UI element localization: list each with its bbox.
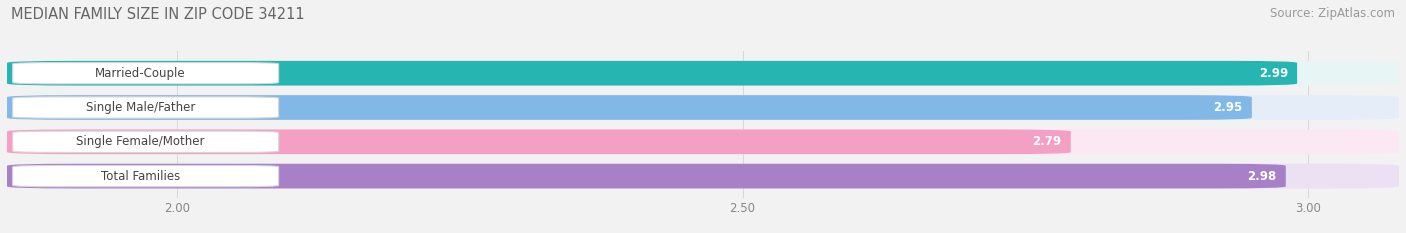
Text: Single Female/Mother: Single Female/Mother — [76, 135, 205, 148]
FancyBboxPatch shape — [7, 95, 1399, 120]
FancyBboxPatch shape — [7, 61, 1298, 86]
Text: Total Families: Total Families — [101, 170, 180, 183]
FancyBboxPatch shape — [13, 165, 278, 187]
FancyBboxPatch shape — [7, 164, 1399, 188]
Text: MEDIAN FAMILY SIZE IN ZIP CODE 34211: MEDIAN FAMILY SIZE IN ZIP CODE 34211 — [11, 7, 305, 22]
Text: 2.79: 2.79 — [1032, 135, 1062, 148]
Text: 2.99: 2.99 — [1258, 67, 1288, 80]
FancyBboxPatch shape — [13, 131, 278, 152]
Text: Source: ZipAtlas.com: Source: ZipAtlas.com — [1270, 7, 1395, 20]
FancyBboxPatch shape — [7, 130, 1399, 154]
FancyBboxPatch shape — [13, 63, 278, 84]
Text: 2.98: 2.98 — [1247, 170, 1277, 183]
Text: Single Male/Father: Single Male/Father — [86, 101, 195, 114]
FancyBboxPatch shape — [13, 97, 278, 118]
FancyBboxPatch shape — [7, 164, 1286, 188]
Text: Married-Couple: Married-Couple — [96, 67, 186, 80]
FancyBboxPatch shape — [7, 95, 1251, 120]
Text: 2.95: 2.95 — [1213, 101, 1243, 114]
FancyBboxPatch shape — [7, 130, 1071, 154]
FancyBboxPatch shape — [7, 61, 1399, 86]
